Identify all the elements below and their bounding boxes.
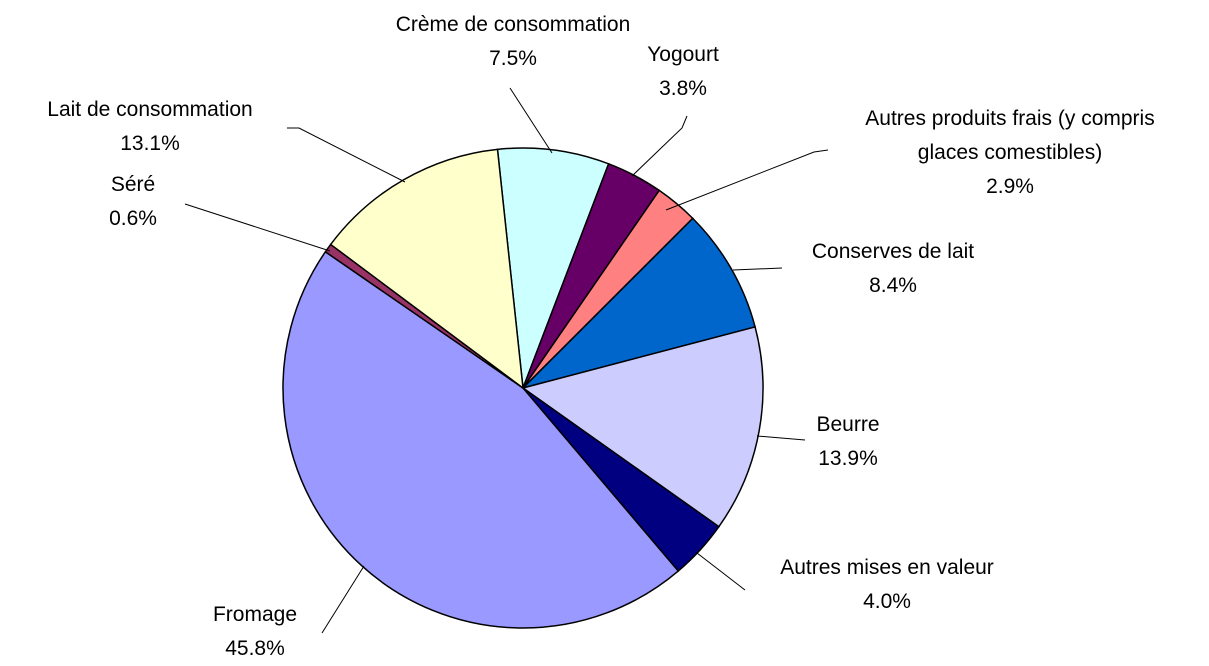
pie-slice bbox=[521, 326, 764, 528]
leader-line bbox=[184, 203, 331, 252]
value-label: 0.6% bbox=[109, 207, 157, 230]
category-label: Lait de consommation bbox=[47, 98, 253, 121]
slice-label: Autres mises en valeur 4.0% bbox=[727, 551, 1047, 619]
leader-line bbox=[287, 127, 406, 183]
value-label: 2.9% bbox=[986, 175, 1034, 198]
slice-label: Séré 0.6% bbox=[73, 168, 193, 236]
pie-slice bbox=[329, 148, 524, 390]
pie-slice bbox=[496, 147, 610, 389]
slice-label: Fromage 45.8% bbox=[155, 598, 355, 666]
category-label: Crème de consommation bbox=[395, 13, 631, 36]
slice-label: Beurre 13.9% bbox=[748, 408, 948, 476]
value-label: 13.1% bbox=[120, 132, 180, 155]
category-label: Séré bbox=[110, 173, 156, 196]
leader-line bbox=[665, 149, 829, 211]
value-label: 13.9% bbox=[818, 447, 878, 470]
leader-line bbox=[756, 435, 806, 441]
slice-label: Yogourt 3.8% bbox=[583, 38, 783, 106]
category-label: Fromage bbox=[212, 603, 298, 626]
slice-label: Conserves de lait 8.4% bbox=[743, 235, 1043, 303]
pie-slice bbox=[282, 250, 680, 629]
category-label: Beurre bbox=[816, 413, 880, 436]
value-label: 8.4% bbox=[869, 274, 917, 297]
value-label: 3.8% bbox=[659, 77, 707, 100]
category-label: Autres mises en valeur bbox=[780, 556, 994, 579]
value-label: 45.8% bbox=[225, 637, 285, 660]
category-label: Conserves de lait bbox=[811, 240, 975, 263]
slice-label: Crème de consommation 7.5% bbox=[313, 8, 713, 76]
leader-line bbox=[732, 267, 783, 271]
value-label: 4.0% bbox=[863, 590, 911, 613]
value-label: 7.5% bbox=[489, 47, 537, 70]
category-label: Yogourt bbox=[647, 43, 719, 66]
category-label: Autres produits frais (y compris glaces … bbox=[865, 107, 1155, 164]
leader-line bbox=[696, 552, 746, 591]
leader-line bbox=[321, 565, 365, 634]
slice-label: Lait de consommation 13.1% bbox=[0, 93, 300, 161]
slice-label: Autres produits frais (y compris glaces … bbox=[835, 102, 1185, 204]
pie-slice bbox=[520, 217, 757, 390]
leader-line bbox=[631, 115, 688, 177]
leader-line bbox=[509, 87, 553, 154]
